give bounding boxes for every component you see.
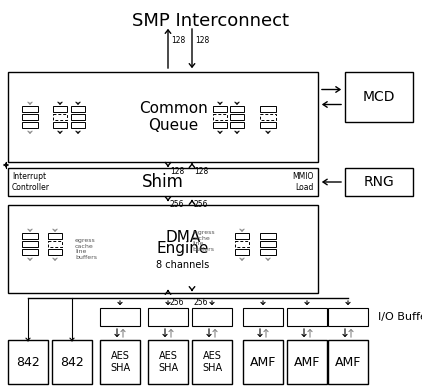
Bar [260, 241, 276, 247]
Text: AES
SHA: AES SHA [110, 351, 130, 373]
Text: 842: 842 [60, 356, 84, 368]
Text: AES
SHA: AES SHA [158, 351, 178, 373]
Bar [148, 340, 188, 384]
Bar [213, 106, 227, 112]
Bar [71, 122, 85, 128]
Text: AMF: AMF [335, 356, 361, 368]
Bar [22, 241, 38, 247]
Bar [260, 122, 276, 128]
Bar [260, 114, 276, 120]
Bar [345, 168, 413, 196]
Bar [192, 308, 232, 326]
Bar [287, 340, 327, 384]
Text: 256: 256 [194, 298, 208, 307]
Text: Engine: Engine [157, 242, 209, 256]
Bar [328, 340, 368, 384]
Bar [100, 308, 140, 326]
Bar [230, 122, 244, 128]
Bar [22, 122, 38, 128]
Text: I/O Buffers: I/O Buffers [378, 312, 422, 322]
Bar [345, 72, 413, 122]
Bar [22, 233, 38, 239]
Bar [235, 249, 249, 255]
Bar [22, 106, 38, 112]
Bar [48, 249, 62, 255]
Bar [8, 72, 318, 162]
Bar [53, 114, 67, 120]
Bar [235, 241, 249, 247]
Bar [287, 308, 327, 326]
Text: 8 channels: 8 channels [157, 260, 210, 270]
Text: SMP Interconnect: SMP Interconnect [133, 12, 289, 30]
Text: MMIO
Load: MMIO Load [292, 172, 314, 192]
Text: Common
Queue: Common Queue [138, 101, 207, 133]
Bar [100, 340, 140, 384]
Bar [328, 308, 368, 326]
Bar [213, 114, 227, 120]
Bar [243, 340, 283, 384]
Bar [230, 106, 244, 112]
Bar [53, 106, 67, 112]
Text: 128: 128 [195, 36, 209, 45]
Bar [52, 340, 92, 384]
Bar [22, 249, 38, 255]
Bar [260, 106, 276, 112]
Text: MCD: MCD [363, 90, 395, 104]
Text: Shim: Shim [142, 173, 184, 191]
Text: egress
cache
line
buffers: egress cache line buffers [75, 238, 97, 260]
Bar [260, 233, 276, 239]
Bar [53, 122, 67, 128]
Bar [192, 340, 232, 384]
Text: AMF: AMF [250, 356, 276, 368]
Text: 256: 256 [170, 200, 184, 209]
Bar [48, 241, 62, 247]
Bar [22, 114, 38, 120]
Text: 128: 128 [170, 167, 184, 176]
Bar [148, 308, 188, 326]
Bar [235, 233, 249, 239]
Bar [48, 233, 62, 239]
Bar [230, 114, 244, 120]
Text: 256: 256 [194, 200, 208, 209]
Text: AES
SHA: AES SHA [202, 351, 222, 373]
Bar [260, 249, 276, 255]
Text: 128: 128 [194, 167, 208, 176]
Text: Interrupt
Controller: Interrupt Controller [12, 172, 50, 192]
Text: ingress
cache
line
buffers: ingress cache line buffers [192, 230, 215, 252]
Bar [8, 340, 48, 384]
Text: 256: 256 [170, 298, 184, 307]
Text: AMF: AMF [294, 356, 320, 368]
Text: RNG: RNG [364, 175, 395, 189]
Text: DMA: DMA [165, 230, 200, 245]
Text: 128: 128 [171, 36, 185, 45]
Bar [71, 106, 85, 112]
Bar [213, 122, 227, 128]
Text: 842: 842 [16, 356, 40, 368]
Bar [8, 205, 318, 293]
Bar [8, 168, 318, 196]
Bar [71, 114, 85, 120]
Bar [243, 308, 283, 326]
